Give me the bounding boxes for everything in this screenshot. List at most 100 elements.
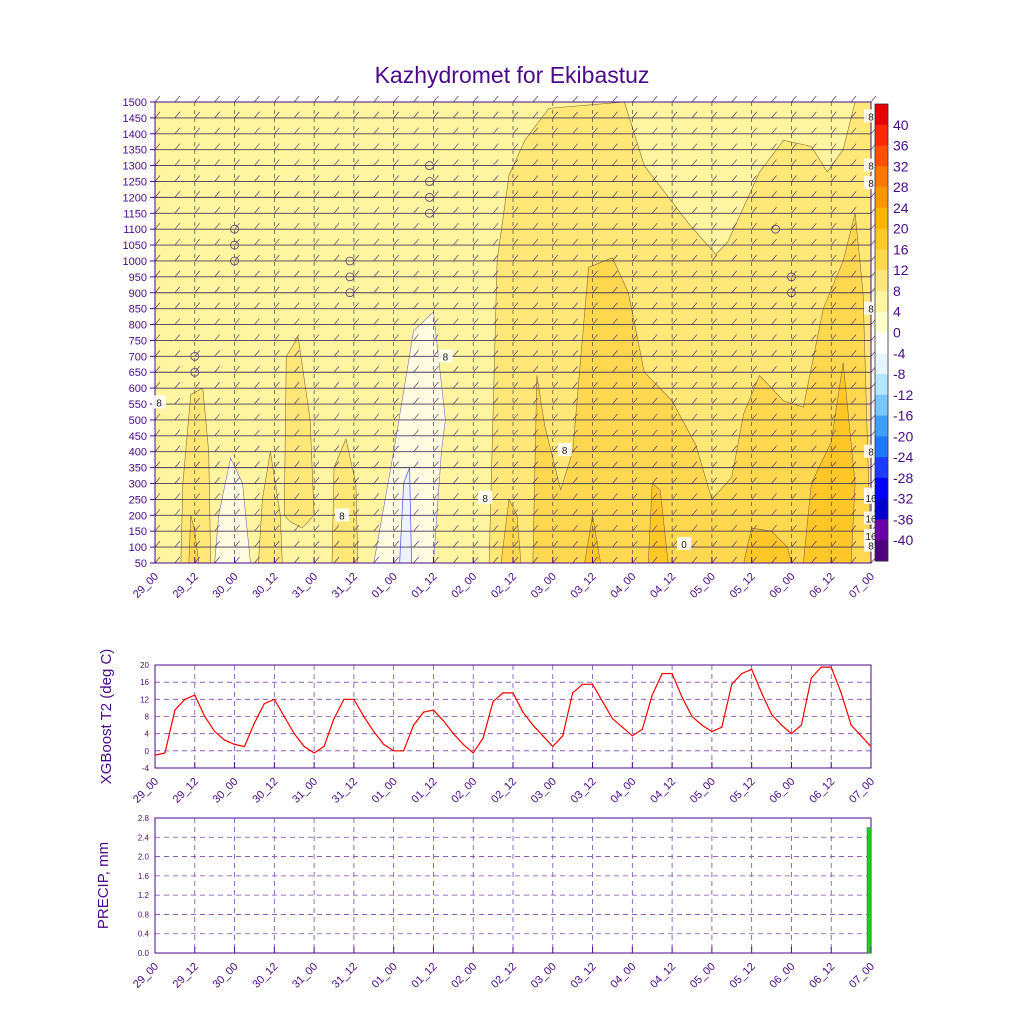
wind-barb	[234, 143, 240, 150]
wind-barb	[612, 556, 618, 564]
x-tick-label: 03_00	[529, 961, 559, 991]
wind-barb	[572, 143, 578, 150]
wind-barb	[850, 143, 857, 150]
t2-point	[691, 715, 693, 718]
wind-barb	[453, 143, 459, 150]
x-tick-label: 05_00	[688, 571, 718, 601]
wind-barb	[771, 318, 777, 325]
wind-barb	[731, 429, 738, 437]
t2-point	[611, 718, 614, 720]
wind-barb	[433, 318, 439, 325]
contour-label-bg	[864, 109, 878, 123]
wind-barb	[214, 127, 220, 135]
wind-barb	[651, 111, 658, 119]
y-tick-label: 1150	[123, 208, 147, 220]
wind-barb	[771, 334, 777, 341]
wind-barb	[552, 524, 559, 532]
wind-barb	[651, 222, 658, 230]
t2-point	[631, 735, 633, 737]
t2-y-tick-label: 12	[140, 695, 149, 704]
wind-barb	[492, 477, 499, 484]
wind-barb	[771, 207, 777, 214]
wind-barb	[572, 175, 578, 182]
wind-barb	[194, 111, 201, 119]
colorbar-segment	[875, 498, 888, 520]
wind-barb	[830, 254, 837, 262]
wind-barb	[293, 191, 300, 198]
wind-barb	[274, 175, 280, 182]
wind-barb	[472, 159, 479, 166]
y-tick-label: 300	[129, 479, 147, 491]
wind-barb	[711, 111, 718, 119]
colorbar-label: 32	[893, 158, 909, 174]
wind-barb	[234, 207, 240, 214]
wind-barb	[512, 159, 519, 166]
x-tick-label: 31_12	[330, 961, 360, 991]
wind-barb	[671, 477, 678, 484]
precip-y-tick-label: 2.8	[138, 814, 150, 823]
y-tick-label: 100	[129, 542, 147, 554]
wind-barb	[472, 509, 479, 516]
t2-point	[731, 683, 733, 685]
wind-barb	[711, 318, 718, 325]
t2-point	[681, 696, 683, 698]
y-tick-label: 400	[129, 447, 147, 459]
wind-barb	[532, 540, 539, 548]
wind-barb	[453, 429, 459, 437]
x-tick-label: 02_12	[489, 776, 519, 806]
wind-barb	[333, 207, 340, 214]
wind-barb	[214, 95, 220, 103]
wind-barb	[313, 111, 320, 119]
t2-y-axis-label: XGBoost T2 (deg C)	[98, 649, 115, 785]
y-tick-label: 1100	[123, 224, 147, 236]
wind-barb	[373, 350, 380, 357]
wind-barb	[811, 477, 817, 484]
x-tick-label: 29_12	[171, 571, 201, 601]
colorbar-segment	[875, 207, 888, 230]
wind-barb	[234, 270, 240, 278]
wind-barb	[413, 159, 419, 166]
wind-barb	[811, 540, 817, 548]
wind-barb	[293, 350, 300, 357]
wind-barb	[691, 95, 698, 103]
wind-barb	[492, 207, 499, 214]
wind-barb	[532, 413, 539, 421]
wind-barb	[492, 302, 499, 309]
wind-barb	[274, 222, 280, 230]
wind-barb	[274, 159, 280, 166]
wind-barb	[234, 524, 240, 532]
wind-barb	[234, 159, 240, 166]
x-tick-label: 01_12	[409, 961, 439, 991]
wind-barb	[532, 191, 539, 198]
wind-barb	[811, 175, 817, 182]
wind-barb	[154, 95, 161, 103]
wind-barb	[234, 302, 240, 309]
wind-barb	[532, 207, 539, 214]
wind-barb	[433, 286, 439, 293]
wind-barb	[612, 238, 618, 246]
wind-barb	[850, 111, 857, 119]
wind-barb	[472, 350, 479, 357]
colorbar-label: 16	[893, 241, 909, 257]
wind-barb	[811, 143, 817, 150]
x-tick-label: 02_00	[449, 961, 479, 991]
wind-barb	[711, 191, 718, 198]
wind-barb	[592, 334, 598, 341]
wind-barb	[751, 524, 757, 532]
wind-barb	[671, 207, 678, 214]
wind-barb	[791, 143, 797, 150]
wind-barb	[771, 477, 777, 484]
wind-barb	[830, 143, 837, 150]
contour-label: 8	[482, 494, 488, 505]
wind-barb	[771, 159, 777, 166]
t2-point	[403, 750, 405, 752]
wind-barb	[353, 302, 360, 309]
wind-barb	[830, 493, 837, 500]
wind-barb	[353, 318, 360, 325]
wind-barb	[791, 334, 797, 341]
wind-barb	[154, 366, 161, 373]
x-tick-label: 04_00	[608, 776, 638, 806]
contour-label-bg	[864, 528, 878, 542]
wind-barb	[393, 429, 399, 437]
wind-barb	[592, 207, 598, 214]
